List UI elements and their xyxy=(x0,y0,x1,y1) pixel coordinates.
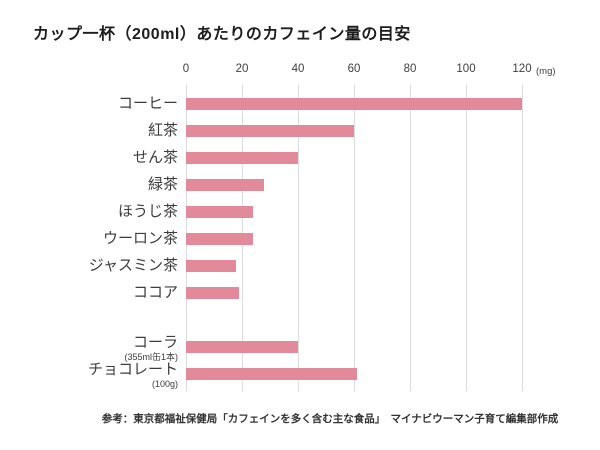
gridline xyxy=(466,85,467,391)
category-sublabel: (100g) xyxy=(151,379,178,389)
axis-tick-label: 60 xyxy=(347,63,361,75)
bar-9 xyxy=(186,368,357,380)
bar-1 xyxy=(186,125,354,137)
axis-tick-label: 80 xyxy=(403,63,417,75)
axis-tick-label: 120 xyxy=(512,63,532,75)
axis-tick-label: 0 xyxy=(182,63,190,75)
axis-unit-label: (mg) xyxy=(536,66,556,77)
category-label: コーラ xyxy=(132,334,178,351)
category-label: 緑茶 xyxy=(147,176,178,193)
category-label: せん茶 xyxy=(132,149,178,166)
category-label: 紅茶 xyxy=(147,122,178,139)
chart-title: カップ一杯（200ml）あたりのカフェイン量の目安 xyxy=(33,26,411,43)
gridline xyxy=(522,85,523,391)
category-label: ココア xyxy=(132,284,178,301)
axis-tick-label: 20 xyxy=(235,63,249,75)
category-label: ウーロン茶 xyxy=(102,230,178,247)
axis-tick-label: 40 xyxy=(291,63,305,75)
source-note: 参考：東京都福祉保健局「カフェインを多く含む主な食品」 マイナビウーマン子育て編… xyxy=(101,413,559,425)
bar-0 xyxy=(186,98,522,110)
gridline xyxy=(354,85,355,391)
category-sublabel: (355ml缶1本) xyxy=(124,352,178,362)
bar-3 xyxy=(186,179,265,191)
bar-7 xyxy=(186,287,240,299)
category-label: ほうじ茶 xyxy=(117,203,178,220)
bar-2 xyxy=(186,152,298,164)
bar-5 xyxy=(186,233,254,245)
gridline xyxy=(298,85,299,391)
gridline xyxy=(410,85,411,391)
bar-6 xyxy=(186,260,237,272)
bar-4 xyxy=(186,206,254,218)
bar-8 xyxy=(186,341,298,353)
category-label: ジャスミン茶 xyxy=(88,257,178,274)
category-label: コーヒー xyxy=(117,95,178,112)
plot-area xyxy=(186,85,526,391)
category-label: チョコレート xyxy=(87,361,178,378)
axis-tick-label: 100 xyxy=(456,63,476,75)
